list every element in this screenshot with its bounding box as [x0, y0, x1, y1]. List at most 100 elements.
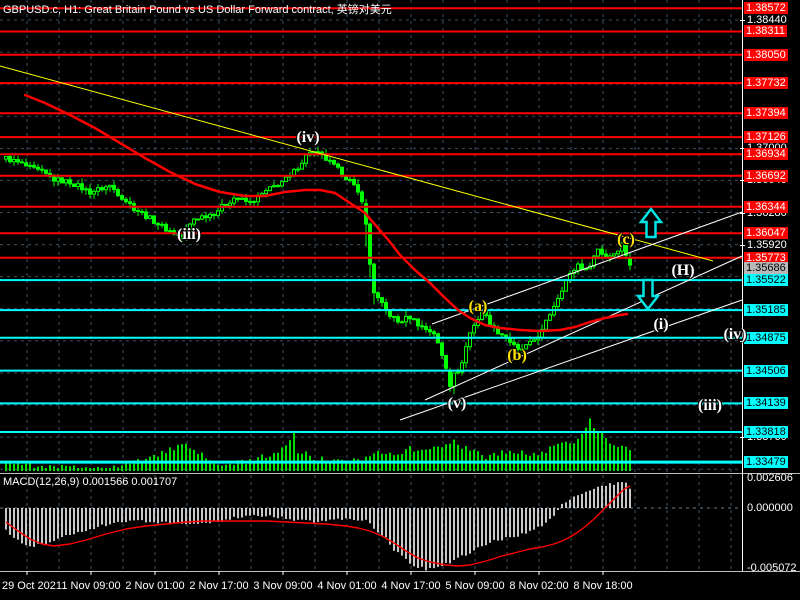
candle-body	[628, 258, 632, 266]
resistance-price-label: 1.37732	[744, 77, 788, 90]
candle-body	[328, 159, 332, 162]
support-price-label: 1.34139	[744, 397, 788, 410]
candle-body	[356, 184, 360, 193]
candle-body	[468, 332, 472, 348]
time-axis-label: 5 Nov 09:00	[445, 580, 505, 592]
resistance-price-label: 1.36692	[744, 169, 788, 182]
support-price-label: 1.35522	[744, 274, 788, 287]
time-axis-label: 4 Nov 01:00	[317, 580, 377, 592]
candle-body	[20, 161, 24, 164]
time-axis-label: 8 Nov 02:00	[509, 580, 569, 592]
price-tick-mark	[740, 437, 745, 439]
candle-body	[284, 176, 288, 183]
candle-body	[124, 198, 128, 203]
support-price-label: 1.35185	[744, 304, 788, 317]
wave-label-b: (b)	[507, 347, 527, 364]
candle-body	[524, 344, 528, 350]
descending-yellow-trendline	[0, 65, 714, 262]
down-arrow-icon	[635, 278, 661, 312]
candle-body	[560, 290, 564, 299]
wave-label-iii: (iii)	[177, 226, 201, 243]
candle-body	[280, 181, 284, 187]
resistance-price-label: 1.37394	[744, 107, 788, 120]
candle-body	[12, 159, 16, 163]
candle-body	[44, 169, 48, 174]
candle-body	[188, 223, 192, 231]
candle-body	[376, 292, 380, 299]
candle-body	[244, 197, 248, 202]
candle-body	[128, 201, 132, 205]
candle-body	[24, 162, 28, 167]
candle-body	[216, 210, 220, 217]
candle-body	[72, 183, 76, 187]
support-price-label: 1.33818	[744, 425, 788, 438]
time-axis-label: 2 Nov 01:00	[125, 580, 185, 592]
candle-body	[136, 210, 140, 213]
wave-label-iii: (iii)	[698, 397, 722, 414]
candle-body	[120, 195, 124, 200]
candle-body	[472, 324, 476, 334]
support-price-label: 1.34506	[744, 364, 788, 377]
candle-body	[116, 189, 120, 197]
candle-body	[196, 218, 200, 221]
candle-body	[112, 184, 116, 191]
candle-body	[392, 315, 396, 318]
resistance-price-label: 1.38311	[744, 25, 787, 38]
candle-body	[300, 162, 304, 170]
candle-body	[528, 340, 532, 346]
candle-body	[100, 187, 104, 191]
candle-body	[304, 154, 308, 164]
time-axis-label: 1 Nov 09:00	[61, 580, 121, 592]
candle-body	[168, 230, 172, 233]
candle-body	[292, 169, 296, 177]
candle-body	[240, 197, 244, 200]
candle-body	[452, 372, 456, 387]
candle-body	[140, 210, 144, 213]
candle-body	[516, 343, 520, 350]
candle-body	[544, 319, 548, 330]
candle-body	[268, 186, 272, 192]
candle-body	[204, 215, 208, 219]
candle-body	[456, 371, 460, 374]
price-tick-mark	[740, 340, 745, 342]
candle-body	[84, 188, 88, 191]
candle-body	[200, 215, 204, 220]
macd-scale-max: 0.002606	[747, 472, 793, 484]
candle-body	[160, 223, 164, 226]
candle-body	[432, 331, 436, 335]
candle-body	[156, 223, 160, 226]
candle-body	[480, 311, 484, 321]
candle-body	[64, 179, 68, 184]
channel-upper-trendline	[431, 211, 743, 325]
candle-body	[264, 190, 268, 195]
candle-body	[484, 311, 488, 316]
candle-body	[620, 242, 624, 252]
macd-signal-line	[5, 485, 631, 567]
macd-scale-zero: 0.000000	[747, 502, 793, 514]
candle-body	[52, 175, 56, 182]
resistance-price-label: 1.36344	[744, 200, 788, 213]
candle-body	[500, 333, 504, 336]
wave-label-i: (i)	[653, 316, 669, 333]
candle-body	[404, 315, 408, 323]
candle-body	[564, 279, 568, 292]
candle-body	[332, 160, 336, 165]
candle-body	[612, 253, 616, 257]
wave-label-H: (H)	[671, 262, 695, 279]
price-tick-mark	[740, 244, 745, 246]
candle-body	[424, 325, 428, 331]
resistance-price-label: 1.37126	[744, 131, 788, 144]
candle-body	[420, 325, 424, 328]
candle-body	[548, 314, 552, 321]
candle-body	[412, 318, 416, 321]
candle-body	[336, 163, 340, 168]
candle-body	[236, 197, 240, 200]
candle-body	[212, 213, 216, 217]
candle-body	[580, 263, 584, 271]
resistance-price-label: 1.38572	[744, 2, 788, 15]
support-price-label: 1.34875	[744, 331, 788, 344]
candle-body	[592, 255, 596, 267]
wave-label-iv: (iv)	[296, 129, 320, 146]
